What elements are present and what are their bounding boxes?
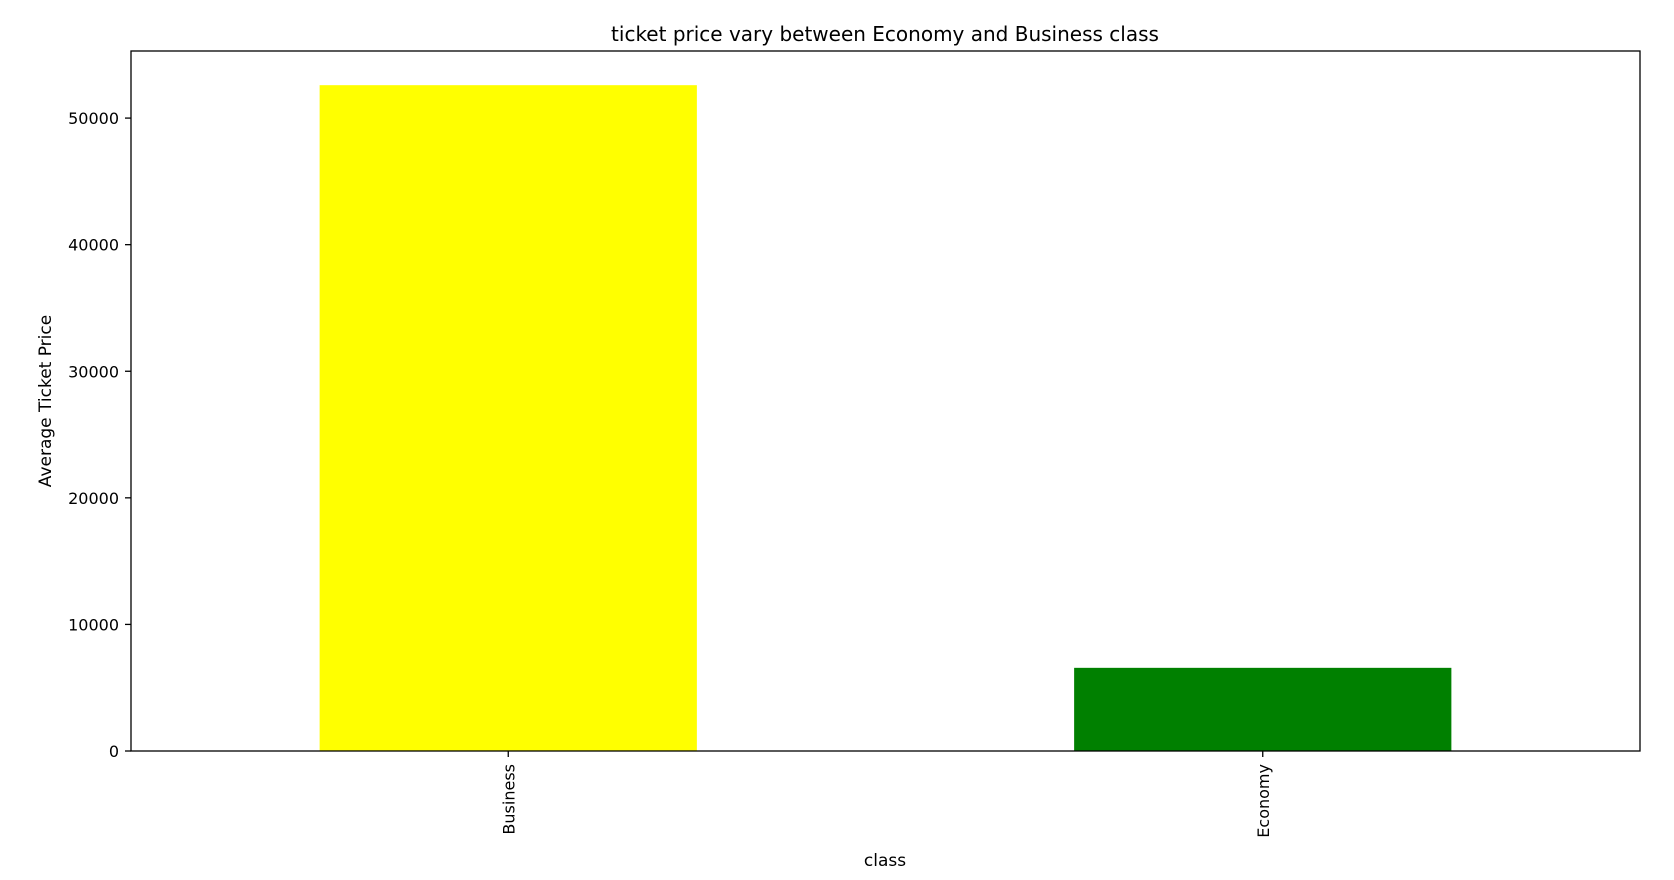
x-tick-label-economy: Economy <box>1254 764 1273 838</box>
chart-title: ticket price vary between Economy and Bu… <box>611 22 1159 46</box>
x-axis: Business Economy <box>499 751 1273 838</box>
y-tick-label-10000: 10000 <box>68 615 119 634</box>
y-axis-label: Average Ticket Price <box>36 315 56 487</box>
y-axis: 0 10000 20000 30000 40000 50000 <box>68 109 131 761</box>
y-tick-label-40000: 40000 <box>68 236 119 255</box>
bar-business <box>319 85 697 751</box>
y-tick-label-20000: 20000 <box>68 489 119 508</box>
y-tick-label-30000: 30000 <box>68 362 119 381</box>
x-axis-label: class <box>864 851 906 871</box>
y-tick-label-50000: 50000 <box>68 109 119 128</box>
y-tick-label-0: 0 <box>109 742 119 761</box>
plot-frame <box>130 50 1641 752</box>
x-tick-label-business: Business <box>499 764 518 835</box>
bar-economy <box>1074 667 1452 751</box>
bars-group <box>319 85 1452 751</box>
